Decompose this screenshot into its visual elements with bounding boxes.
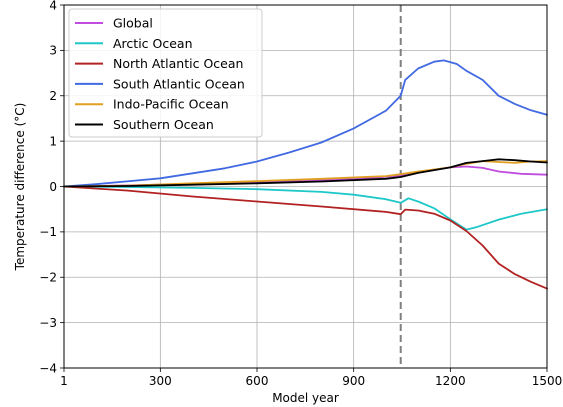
y-tick-label: −3	[39, 316, 57, 330]
x-axis-label: Model year	[272, 391, 339, 405]
series-line-global	[63, 165, 548, 188]
y-tick-label: 1	[49, 134, 57, 148]
x-tick-label: 600	[246, 374, 269, 388]
legend-label-global: Global	[113, 16, 153, 31]
legend: Global Arctic Ocean North Atlantic Ocean So…	[68, 8, 263, 138]
series-line-arctic-ocean	[63, 185, 548, 231]
legend-label-south-atlantic-ocean: South Atlantic Ocean	[113, 76, 245, 91]
series-line-south-atlantic-ocean	[63, 59, 548, 188]
series-line-north-atlantic-ocean	[63, 185, 548, 290]
legend-label-southern-ocean: Southern Ocean	[113, 117, 214, 132]
y-tick-label: 3	[49, 44, 57, 58]
series-line-southern-ocean	[63, 158, 548, 188]
legend-label-north-atlantic-ocean: North Atlantic Ocean	[113, 56, 243, 71]
x-tick-label: 1200	[435, 374, 466, 388]
y-tick-label: −4	[39, 361, 57, 375]
x-tick-label: 1500	[532, 374, 563, 388]
y-axis-label: Temperature difference (°C)	[13, 103, 27, 272]
x-tick-label: 900	[342, 374, 365, 388]
x-tick-label: 300	[149, 374, 172, 388]
legend-label-arctic-ocean: Arctic Ocean	[113, 36, 193, 51]
x-tick-label: 1	[60, 374, 68, 388]
y-tick-label: −1	[39, 225, 57, 239]
series-layer	[63, 59, 548, 290]
y-tick-label: 2	[49, 89, 57, 103]
legend-label-indo-pacific-ocean: Indo-Pacific Ocean	[113, 97, 229, 112]
y-tick-label: −2	[39, 271, 57, 285]
series-line-indo-pacific-ocean	[63, 160, 548, 188]
y-tick-label: 4	[49, 0, 57, 12]
tick-layer: 1 300 600 900 1200 1500 −4 −3 −2 −1 0 1 2 3 4	[39, 0, 562, 388]
y-tick-label: 0	[49, 180, 57, 194]
legend-box	[68, 8, 263, 138]
